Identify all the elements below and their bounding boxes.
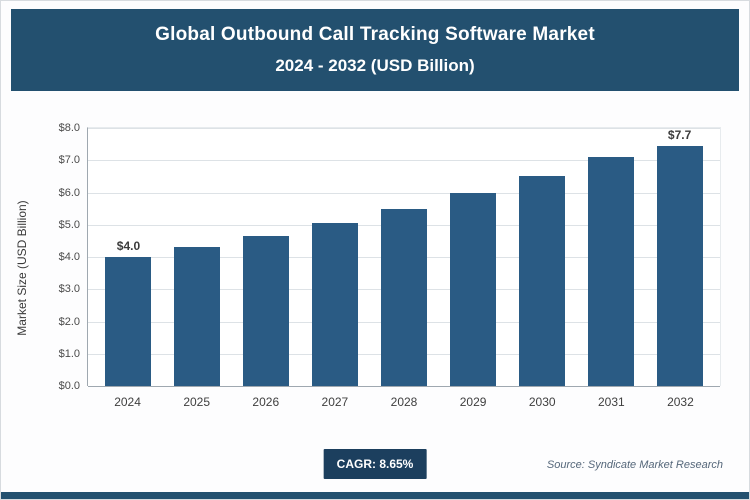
bar-cell	[301, 128, 370, 386]
bar-value-label: $7.7	[667, 128, 692, 142]
y-tick-label: $8.0	[58, 122, 80, 134]
gridline	[88, 192, 720, 194]
bar-value-label: $4.0	[116, 239, 141, 253]
chart-title-line2: 2024 - 2032 (USD Billion)	[275, 56, 475, 75]
x-tick-label: 2028	[390, 395, 418, 409]
bar-2026	[243, 236, 290, 386]
bar-cell	[576, 128, 645, 386]
bottom-accent-strip	[1, 492, 749, 499]
cagr-badge: CAGR: 8.65%	[323, 449, 427, 479]
source-text: Source: Syndicate Market Research	[546, 459, 723, 471]
bar-2031	[587, 157, 634, 386]
y-tick-label: $5.0	[58, 218, 80, 231]
chart-title-banner: Global Outbound Call Tracking Software M…	[11, 9, 739, 91]
bar-cell	[232, 128, 301, 386]
x-tick-label: 2029	[459, 395, 487, 409]
bar-2029	[449, 192, 496, 386]
bar-cell	[438, 128, 507, 386]
x-axis-line	[88, 386, 720, 387]
y-tick-label: $1.0	[58, 347, 80, 360]
y-tick-label: $2.0	[58, 315, 80, 328]
bar-cell	[370, 128, 439, 386]
x-tick-label: 2030	[528, 395, 556, 409]
gridline	[88, 128, 720, 129]
bar-2032	[656, 146, 703, 386]
x-axis-labels: 2024 2025 2026 2027 2028 2029 2030 2031 2032	[87, 395, 721, 409]
chart-footer: CAGR: 8.65% Source: Syndicate Market Res…	[1, 449, 749, 485]
bar-cell	[507, 128, 576, 386]
bar-2024	[105, 257, 152, 386]
x-tick-label: 2027	[321, 395, 349, 409]
y-tick-label: $6.0	[58, 186, 80, 199]
y-tick-label: $3.0	[58, 283, 80, 296]
bar-2025	[174, 247, 221, 386]
bar-2028	[381, 208, 427, 386]
bar-cell	[163, 128, 232, 386]
y-tick-label: $4.0	[58, 251, 80, 263]
x-tick-label: 2025	[183, 395, 211, 409]
x-tick-label: 2024	[114, 395, 141, 409]
x-tick-label: 2026	[252, 395, 280, 409]
bar-2030	[518, 176, 565, 386]
chart-title-line1: Global Outbound Call Tracking Software M…	[155, 24, 595, 45]
x-tick-label: 2032	[667, 395, 694, 409]
bar-cell: $7.7	[645, 128, 714, 386]
bar-cell: $4.0	[94, 128, 163, 386]
chart-region: Market Size (USD Billion) $4.0 $7.7 $0.0 $…	[15, 122, 721, 409]
gridline	[88, 160, 720, 162]
bars: $4.0 $7.7	[88, 128, 720, 386]
y-axis-title: Market Size (USD Billion)	[15, 200, 29, 336]
y-tick-label: $0.0	[58, 380, 80, 392]
plot-area: $4.0 $7.7 $0.0 $1.0 $2.0 $3.0 $4.0 $5.0 $6.0 $7.…	[59, 122, 721, 392]
bar-2027	[312, 223, 359, 386]
y-tick-label: $7.0	[58, 154, 80, 167]
x-tick-label: 2031	[597, 395, 625, 409]
